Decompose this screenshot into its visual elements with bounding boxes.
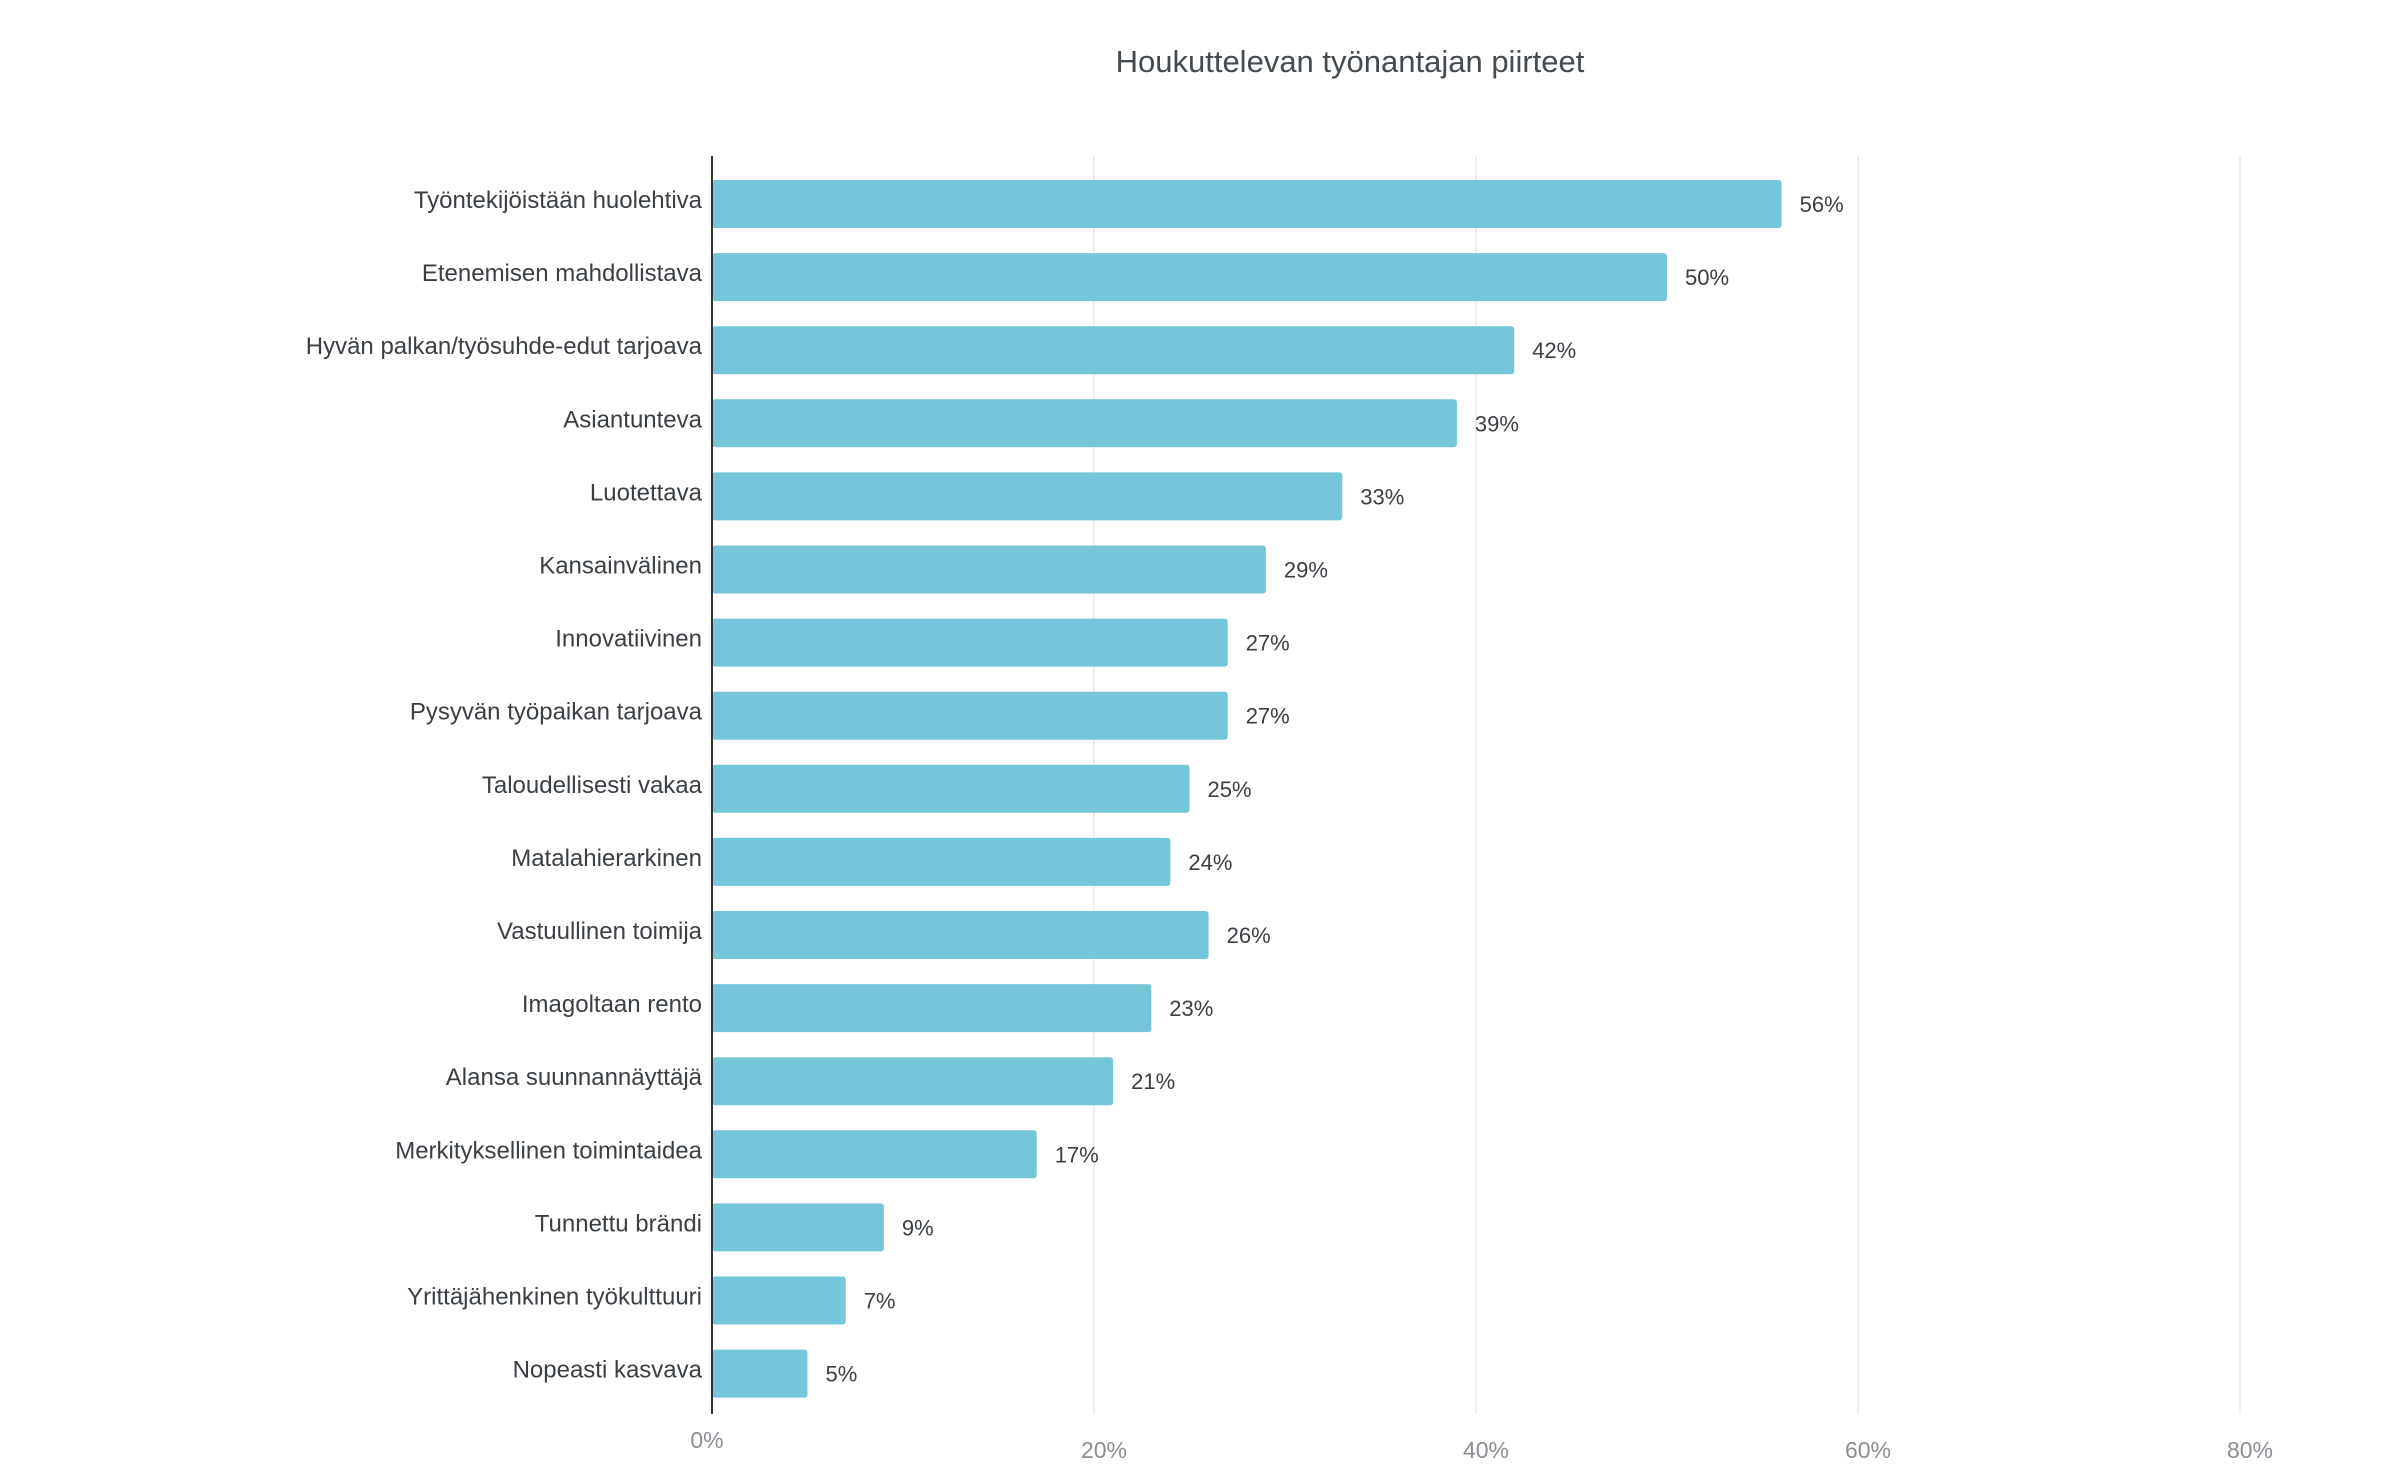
bar bbox=[712, 1349, 808, 1398]
category-label: Yrittäjähenkinen työkulttuuri bbox=[407, 1284, 702, 1311]
category-label: Etenemisen mahdollistava bbox=[422, 260, 703, 287]
x-tick-label: 20% bbox=[1081, 1437, 1127, 1463]
category-label: Työntekijöistään huolehtiva bbox=[414, 187, 703, 214]
data-label: 5% bbox=[826, 1362, 858, 1387]
bar bbox=[712, 399, 1457, 448]
bar bbox=[712, 618, 1228, 667]
bar bbox=[712, 691, 1228, 740]
category-label: Merkityksellinen toimintaidea bbox=[395, 1137, 702, 1164]
category-label: Taloudellisesti vakaa bbox=[482, 772, 703, 799]
bar bbox=[712, 180, 1782, 228]
data-label: 17% bbox=[1055, 1142, 1099, 1167]
data-label: 27% bbox=[1246, 704, 1290, 729]
data-label: 26% bbox=[1227, 923, 1271, 948]
x-tick-label: 80% bbox=[2227, 1437, 2273, 1463]
data-label: 27% bbox=[1246, 631, 1290, 656]
data-label: 33% bbox=[1360, 484, 1404, 509]
bar bbox=[712, 1276, 846, 1325]
data-label: 7% bbox=[864, 1289, 896, 1314]
x-tick-label: 40% bbox=[1463, 1437, 1509, 1463]
category-label: Pysyvän työpaikan tarjoava bbox=[410, 699, 703, 726]
bar bbox=[712, 911, 1209, 959]
data-label: 56% bbox=[1800, 192, 1844, 217]
category-label: Luotettava bbox=[590, 479, 703, 506]
data-label: 50% bbox=[1685, 265, 1729, 290]
category-label: Kansainvälinen bbox=[539, 553, 702, 580]
data-label: 24% bbox=[1188, 850, 1232, 875]
category-label: Matalahierarkinen bbox=[511, 845, 702, 872]
data-label: 39% bbox=[1475, 411, 1519, 436]
data-label: 42% bbox=[1532, 338, 1576, 363]
category-label: Vastuullinen toimija bbox=[497, 918, 703, 945]
category-label: Alansa suunnannäyttäjä bbox=[446, 1064, 703, 1091]
chart-title: Houkuttelevan työnantajan piirteet bbox=[1115, 44, 1585, 79]
bar bbox=[712, 1130, 1037, 1179]
data-label: 23% bbox=[1169, 996, 1213, 1021]
category-label: Imagoltaan rento bbox=[522, 991, 702, 1018]
bar bbox=[712, 984, 1152, 1033]
category-label: Asiantunteva bbox=[563, 406, 702, 433]
bar bbox=[712, 545, 1266, 594]
category-label: Innovatiivinen bbox=[555, 626, 702, 653]
data-label: 25% bbox=[1208, 777, 1252, 802]
bar bbox=[712, 472, 1343, 521]
category-label: Nopeasti kasvava bbox=[513, 1357, 703, 1384]
data-label: 21% bbox=[1131, 1069, 1175, 1094]
bar bbox=[712, 1203, 884, 1252]
x-tick-label: 0% bbox=[690, 1427, 723, 1453]
bar bbox=[712, 326, 1515, 375]
bar bbox=[712, 253, 1667, 302]
category-label: Tunnettu brändi bbox=[535, 1210, 702, 1237]
data-label: 29% bbox=[1284, 558, 1328, 583]
bar bbox=[712, 764, 1190, 813]
x-tick-label: 60% bbox=[1845, 1437, 1891, 1463]
data-label: 9% bbox=[902, 1215, 934, 1240]
category-label: Hyvän palkan/työsuhde-edut tarjoava bbox=[306, 333, 703, 360]
bar bbox=[712, 837, 1171, 886]
bar bbox=[712, 1057, 1114, 1106]
